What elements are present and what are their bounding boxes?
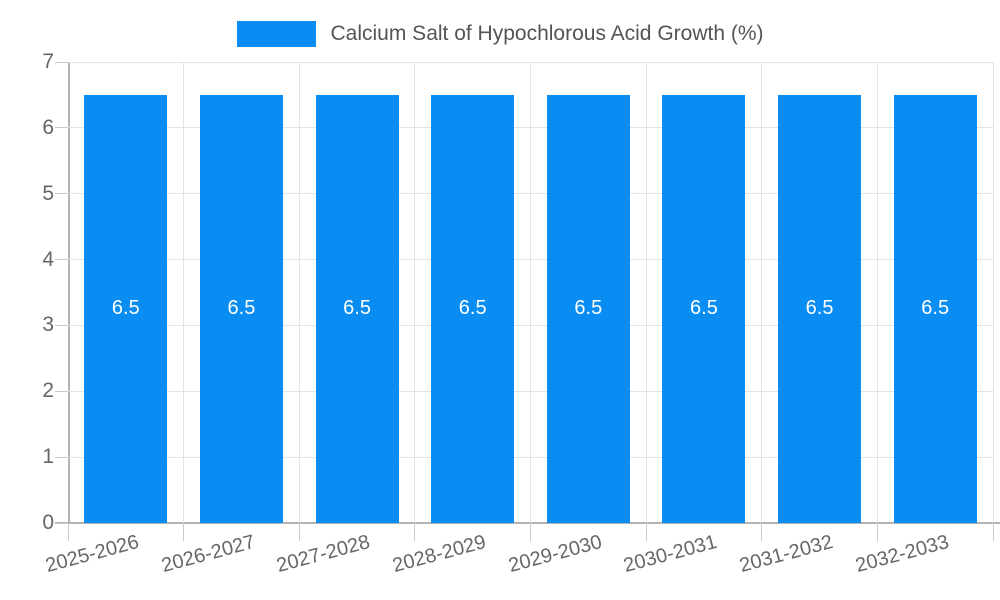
- x-axis-tick: [183, 523, 185, 541]
- chart-legend[interactable]: Calcium Salt of Hypochlorous Acid Growth…: [0, 18, 1000, 50]
- vertical-gridline: [645, 62, 647, 523]
- y-tick-label: 5: [42, 181, 54, 205]
- vertical-gridline: [876, 62, 878, 523]
- x-tick-label: 2029-2030: [505, 531, 605, 578]
- x-tick-label: 2027-2028: [274, 531, 373, 578]
- legend-swatch: [236, 21, 316, 47]
- x-axis-tick: [530, 523, 531, 541]
- legend-label: Calcium Salt of Hypochlorous Acid Growth…: [330, 22, 764, 45]
- vertical-gridline: [414, 62, 416, 523]
- y-axis-tick: [55, 127, 68, 129]
- y-axis-tick: [55, 456, 68, 458]
- vertical-gridline: [992, 62, 994, 523]
- x-tick-label: 2032-2033: [852, 531, 951, 578]
- bar[interactable]: 6.5: [546, 94, 630, 523]
- x-axis-tick: [992, 523, 994, 541]
- x-tick-label: 2028-2029: [390, 531, 489, 578]
- bar-value-label: 6.5: [111, 297, 140, 320]
- x-tick-label: 2026-2027: [159, 531, 258, 578]
- y-axis-tick: [55, 324, 68, 326]
- plot-area: 6.5 6.5 6.5 6.5 6.5 6.5 6.5 6.5: [55, 61, 1000, 541]
- bar-value-label: 6.5: [458, 297, 487, 320]
- x-tick-label: 2025-2026: [43, 531, 142, 578]
- bar[interactable]: 6.5: [778, 94, 862, 523]
- bar[interactable]: 6.5: [315, 94, 399, 523]
- y-tick-label: 6: [42, 115, 54, 139]
- bar[interactable]: 6.5: [431, 94, 515, 523]
- x-tick-label: 2030-2031: [621, 531, 720, 578]
- y-axis-tick: [55, 390, 68, 392]
- vertical-gridline: [183, 62, 185, 523]
- vertical-gridline: [530, 62, 531, 523]
- y-axis-tick: [55, 522, 68, 524]
- y-tick-label: 3: [42, 313, 54, 337]
- bar[interactable]: 6.5: [84, 94, 168, 523]
- bar-value-label: 6.5: [805, 297, 834, 320]
- vertical-gridline: [761, 62, 763, 523]
- y-axis-line: [68, 62, 70, 523]
- x-axis-tick: [67, 523, 69, 541]
- y-tick-label: 0: [42, 511, 54, 534]
- x-axis-tick: [876, 523, 878, 541]
- x-axis-tick: [645, 523, 647, 541]
- y-axis-tick: [55, 193, 68, 195]
- bar-value-label: 6.5: [690, 297, 718, 320]
- y-axis-tick: [55, 259, 68, 261]
- bar-value-label: 6.5: [921, 297, 950, 320]
- x-axis-line: [55, 522, 1000, 524]
- bar-value-label: 6.5: [343, 297, 371, 320]
- bar-value-label: 6.5: [574, 297, 603, 320]
- vertical-gridline: [298, 62, 300, 523]
- x-tick-label: 2031-2032: [737, 531, 836, 578]
- bar[interactable]: 6.5: [893, 94, 977, 523]
- x-axis-tick: [761, 523, 763, 541]
- y-tick-label: 1: [42, 445, 54, 469]
- y-axis-tick: [55, 61, 68, 63]
- x-axis-tick: [298, 523, 300, 541]
- x-axis-tick: [414, 523, 416, 541]
- bar-value-label: 6.5: [227, 297, 256, 320]
- y-tick-label: 4: [42, 247, 54, 271]
- bar[interactable]: 6.5: [199, 94, 283, 523]
- y-tick-label: 7: [42, 50, 54, 73]
- y-tick-label: 2: [42, 379, 54, 403]
- bar[interactable]: 6.5: [662, 94, 746, 523]
